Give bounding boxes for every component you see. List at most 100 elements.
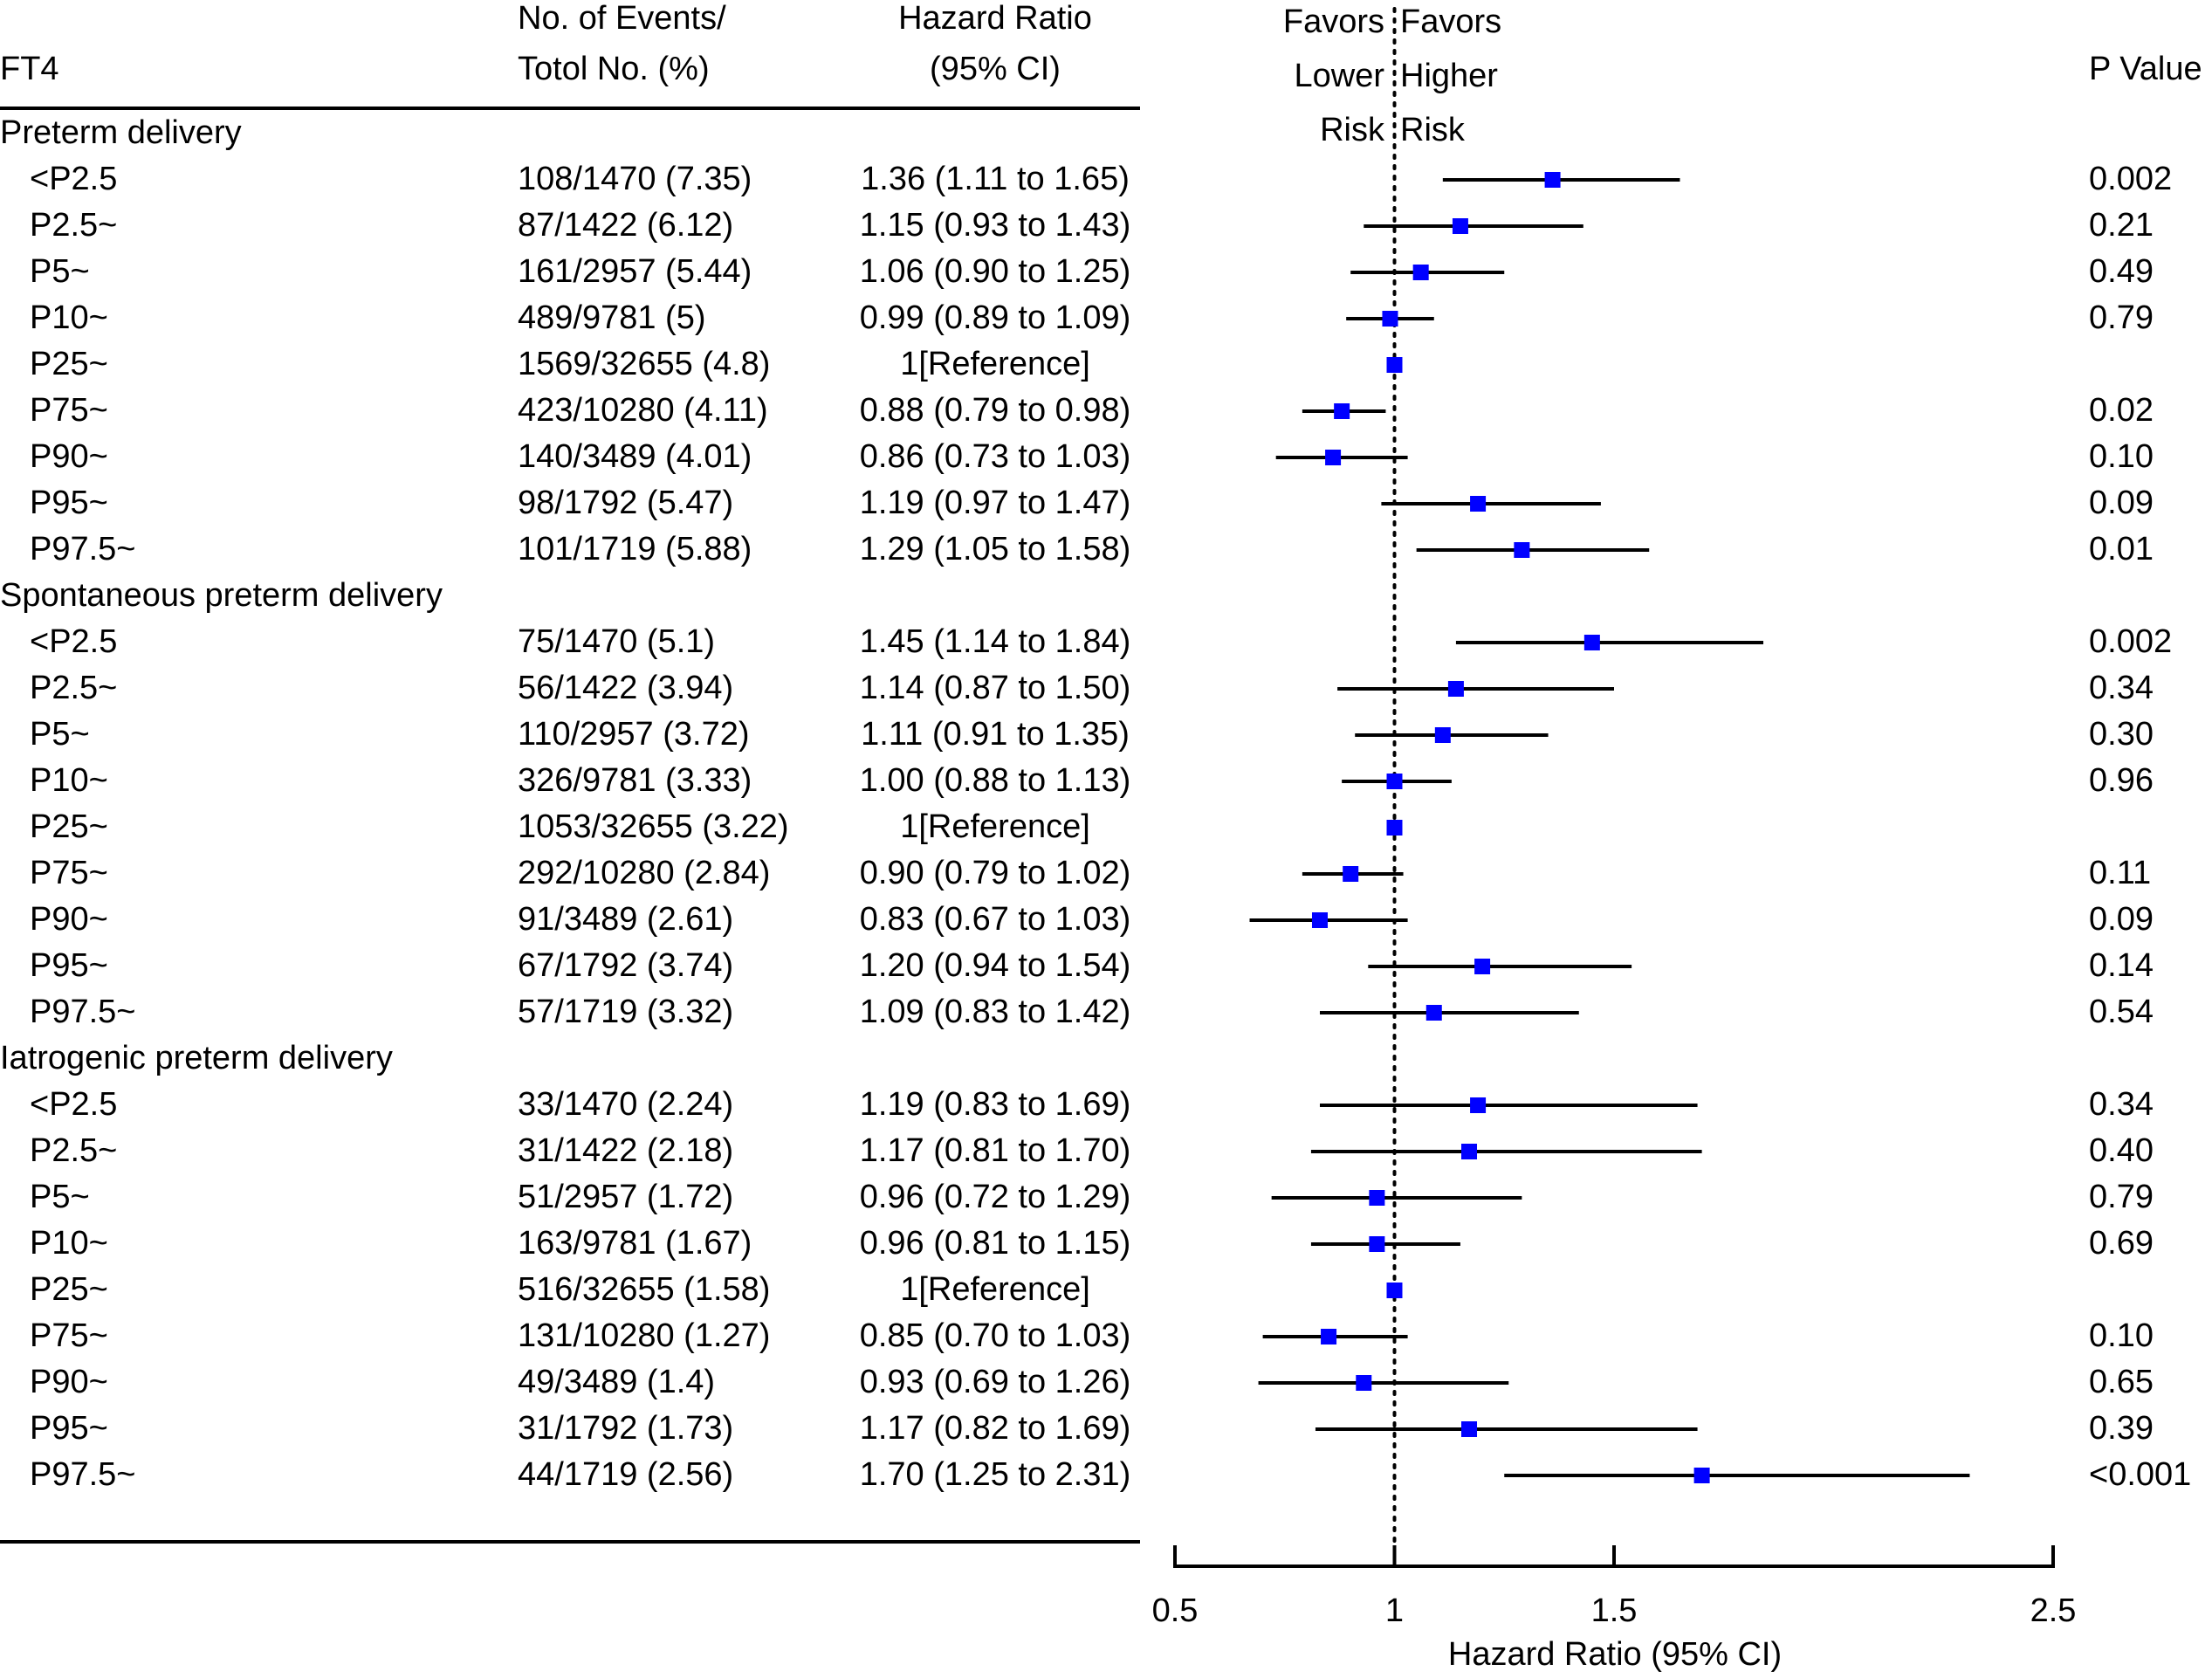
row-events: 75/1470 (5.1): [518, 623, 716, 660]
row-p-value: 0.49: [2089, 253, 2154, 290]
hr-marker: [1514, 542, 1530, 558]
row-hr-text: 1.45 (1.14 to 1.84): [859, 623, 1131, 660]
row-label: P97.5~: [30, 531, 136, 567]
hr-header-line1: Hazard Ratio: [898, 0, 1092, 37]
row-p-value: 0.96: [2089, 762, 2154, 799]
row-events: 91/3489 (2.61): [518, 901, 734, 938]
ft4-header: FT4: [0, 51, 59, 87]
hr-marker: [1693, 1468, 1710, 1483]
row-p-value: 0.14: [2089, 947, 2154, 984]
row-p-value: 0.10: [2089, 438, 2154, 475]
hr-marker: [1382, 311, 1398, 327]
row-hr-text: 0.83 (0.67 to 1.03): [859, 901, 1131, 938]
row-p-value: 0.40: [2089, 1132, 2154, 1169]
hr-marker: [1386, 820, 1403, 836]
row-label: P25~: [30, 346, 108, 382]
hr-marker: [1452, 218, 1468, 234]
hr-marker: [1474, 959, 1491, 974]
hr-marker: [1583, 635, 1600, 650]
row-p-value: 0.34: [2089, 1086, 2154, 1123]
hr-marker: [1470, 1097, 1487, 1113]
favors-lower-line2: Lower: [1294, 58, 1385, 94]
row-events: 108/1470 (7.35): [518, 161, 752, 197]
row-p-value: 0.002: [2089, 623, 2173, 660]
hr-marker: [1461, 1421, 1478, 1437]
row-hr-text: 1.00 (0.88 to 1.13): [859, 762, 1131, 799]
hr-marker: [1461, 1144, 1478, 1159]
row-events: 98/1792 (5.47): [518, 485, 734, 521]
row-label: P75~: [30, 392, 108, 429]
row-p-value: 0.79: [2089, 1179, 2154, 1215]
hr-marker: [1343, 866, 1359, 882]
row-hr-text: 0.96 (0.81 to 1.15): [859, 1225, 1131, 1262]
row-label: P10~: [30, 762, 108, 799]
row-hr-text: 1.09 (0.83 to 1.42): [859, 994, 1131, 1030]
row-p-value: 0.34: [2089, 670, 2154, 706]
hr-marker: [1369, 1190, 1385, 1206]
row-label: P95~: [30, 1410, 108, 1447]
row-hr-text: 1.14 (0.87 to 1.50): [859, 670, 1131, 706]
row-events: 131/10280 (1.27): [518, 1317, 771, 1354]
row-label: P25~: [30, 808, 108, 845]
favors-lower-line1: Favors: [1282, 3, 1384, 40]
hr-marker: [1369, 1236, 1385, 1252]
events-header-line2: Totol No. (%): [518, 51, 710, 87]
group-title: Preterm delivery: [0, 114, 242, 151]
row-label: P2.5~: [30, 1132, 118, 1169]
hr-marker: [1386, 774, 1403, 789]
row-p-value: 0.54: [2089, 994, 2154, 1030]
x-tick-label: 0.5: [1151, 1592, 1199, 1629]
row-events: 44/1719 (2.56): [518, 1456, 734, 1493]
row-p-value: 0.11: [2089, 855, 2152, 891]
row-hr-text: 0.90 (0.79 to 1.02): [859, 855, 1131, 891]
row-events: 161/2957 (5.44): [518, 253, 752, 290]
row-events: 31/1792 (1.73): [518, 1410, 734, 1447]
row-label: P75~: [30, 1317, 108, 1354]
hr-marker: [1470, 496, 1487, 512]
hr-marker: [1386, 1283, 1403, 1298]
row-label: P5~: [30, 253, 90, 290]
row-p-value: 0.01: [2089, 531, 2154, 567]
x-tick-label: 1: [1384, 1592, 1405, 1629]
x-tick-label: 2.5: [2030, 1592, 2077, 1629]
row-hr-text: 0.85 (0.70 to 1.03): [859, 1317, 1131, 1354]
row-p-value: <0.001: [2089, 1456, 2192, 1493]
row-p-value: 0.65: [2089, 1364, 2154, 1400]
row-events: 101/1719 (5.88): [518, 531, 752, 567]
row-label: P90~: [30, 438, 108, 475]
row-hr-text: 1[Reference]: [900, 808, 1090, 845]
hr-marker: [1447, 681, 1464, 697]
x-axis-title: Hazard Ratio (95% CI): [1447, 1636, 1783, 1673]
hr-marker: [1356, 1375, 1372, 1391]
group-title: Spontaneous preterm delivery: [0, 577, 443, 614]
row-p-value: 0.10: [2089, 1317, 2154, 1354]
hr-marker: [1321, 1329, 1337, 1344]
group-title: Iatrogenic preterm delivery: [0, 1040, 393, 1076]
row-hr-text: 1.36 (1.11 to 1.65): [861, 161, 1130, 197]
row-label: P2.5~: [30, 207, 118, 244]
row-events: 140/3489 (4.01): [518, 438, 752, 475]
row-label: P90~: [30, 901, 108, 938]
row-p-value: 0.30: [2089, 716, 2154, 753]
row-events: 31/1422 (2.18): [518, 1132, 734, 1169]
row-events: 110/2957 (3.72): [518, 716, 750, 753]
row-events: 51/2957 (1.72): [518, 1179, 734, 1215]
row-events: 67/1792 (3.74): [518, 947, 734, 984]
hr-marker: [1311, 912, 1328, 928]
row-label: P75~: [30, 855, 108, 891]
row-events: 516/32655 (1.58): [518, 1271, 771, 1308]
row-hr-text: 0.93 (0.69 to 1.26): [859, 1364, 1131, 1400]
row-events: 489/9781 (5): [518, 299, 706, 336]
row-p-value: 0.002: [2089, 161, 2173, 197]
hr-marker: [1412, 265, 1429, 280]
events-header-line1: No. of Events/: [518, 0, 726, 37]
row-hr-text: 1.19 (0.97 to 1.47): [859, 485, 1131, 521]
row-hr-text: 1.17 (0.82 to 1.69): [859, 1410, 1131, 1447]
row-label: P25~: [30, 1271, 108, 1308]
hr-marker: [1544, 172, 1561, 188]
pvalue-header: P Value: [2089, 51, 2202, 87]
row-events: 1569/32655 (4.8): [518, 346, 771, 382]
row-label: P95~: [30, 485, 108, 521]
hr-marker: [1425, 1005, 1442, 1021]
row-events: 292/10280 (2.84): [518, 855, 771, 891]
